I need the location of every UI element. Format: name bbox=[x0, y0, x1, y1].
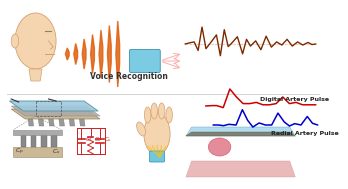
Polygon shape bbox=[65, 48, 69, 60]
Text: $C_p$: $C_p$ bbox=[15, 147, 24, 157]
Polygon shape bbox=[99, 30, 103, 78]
Polygon shape bbox=[116, 21, 120, 87]
Text: $C_1$: $C_1$ bbox=[85, 135, 93, 144]
Polygon shape bbox=[9, 101, 98, 111]
Text: $C_0$: $C_0$ bbox=[94, 135, 102, 144]
Polygon shape bbox=[21, 135, 26, 147]
Ellipse shape bbox=[137, 122, 145, 136]
Text: Voice Recognition: Voice Recognition bbox=[90, 72, 168, 81]
Polygon shape bbox=[13, 130, 62, 135]
Ellipse shape bbox=[208, 138, 231, 156]
Text: Digital Artery Pulse: Digital Artery Pulse bbox=[260, 97, 329, 102]
Ellipse shape bbox=[11, 34, 19, 48]
Polygon shape bbox=[69, 119, 75, 126]
Polygon shape bbox=[11, 109, 100, 119]
Polygon shape bbox=[28, 119, 34, 126]
Polygon shape bbox=[186, 127, 295, 136]
Text: $C_s$: $C_s$ bbox=[104, 135, 111, 144]
Polygon shape bbox=[186, 132, 295, 136]
Polygon shape bbox=[49, 119, 54, 126]
Ellipse shape bbox=[151, 103, 157, 119]
Polygon shape bbox=[52, 135, 57, 147]
Ellipse shape bbox=[15, 13, 56, 69]
Polygon shape bbox=[74, 43, 78, 64]
Polygon shape bbox=[186, 161, 295, 177]
Ellipse shape bbox=[158, 103, 165, 119]
Text: $C_s$: $C_s$ bbox=[52, 148, 61, 156]
Polygon shape bbox=[108, 26, 111, 83]
Polygon shape bbox=[11, 106, 100, 116]
Polygon shape bbox=[41, 135, 47, 147]
FancyBboxPatch shape bbox=[129, 50, 160, 73]
Polygon shape bbox=[90, 35, 94, 74]
Text: Radial Artery Pulse: Radial Artery Pulse bbox=[271, 131, 339, 136]
Polygon shape bbox=[31, 135, 37, 147]
Polygon shape bbox=[79, 119, 85, 126]
FancyBboxPatch shape bbox=[150, 151, 165, 162]
Ellipse shape bbox=[166, 107, 172, 123]
Polygon shape bbox=[59, 119, 64, 126]
Polygon shape bbox=[13, 147, 62, 157]
Polygon shape bbox=[82, 39, 86, 69]
Ellipse shape bbox=[144, 107, 151, 123]
Polygon shape bbox=[29, 69, 42, 81]
Polygon shape bbox=[38, 119, 44, 126]
Ellipse shape bbox=[144, 113, 170, 155]
